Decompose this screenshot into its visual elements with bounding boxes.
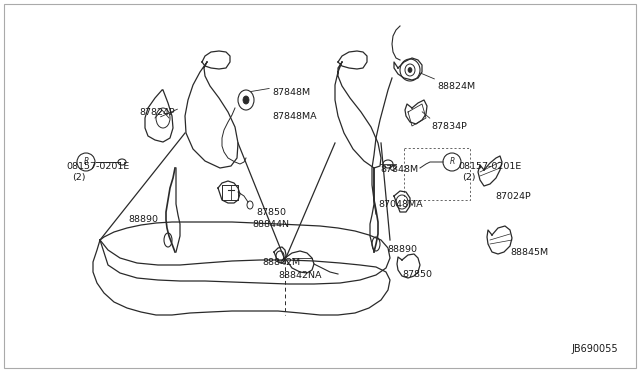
Text: (2): (2) [462,173,476,182]
Text: 87048MA: 87048MA [378,200,422,209]
Text: 87848M: 87848M [380,165,418,174]
Text: (2): (2) [72,173,86,182]
Text: 08157-0201E: 08157-0201E [458,162,521,171]
Text: 87834P: 87834P [431,122,467,131]
Text: 08157-0201E: 08157-0201E [66,162,129,171]
Text: R: R [83,157,88,167]
Text: 88890: 88890 [387,245,417,254]
Ellipse shape [408,67,412,73]
Ellipse shape [243,96,249,104]
Text: 87850: 87850 [402,270,432,279]
Text: 88842NA: 88842NA [278,271,321,280]
Text: 87848M: 87848M [272,88,310,97]
Text: 87848MA: 87848MA [272,112,317,121]
Text: R: R [449,157,454,167]
Text: 88844N: 88844N [252,220,289,229]
Text: 88824M: 88824M [437,82,475,91]
Text: 87824P: 87824P [140,108,175,117]
Text: 87024P: 87024P [495,192,531,201]
Text: 88890: 88890 [128,215,158,224]
Text: 88842M: 88842M [262,258,300,267]
Text: 87850: 87850 [256,208,286,217]
Text: 88845M: 88845M [510,248,548,257]
Text: JB690055: JB690055 [572,344,618,354]
